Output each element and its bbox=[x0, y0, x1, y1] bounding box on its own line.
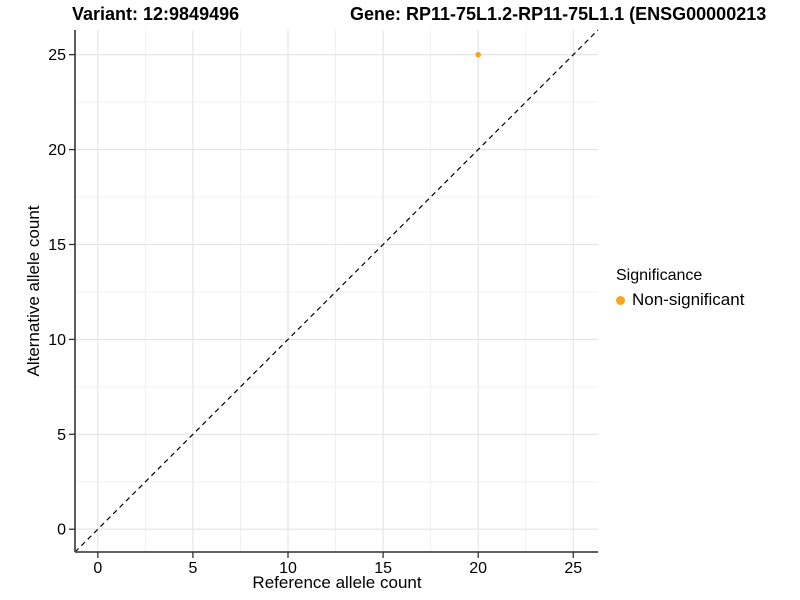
x-tick-label: 15 bbox=[374, 560, 392, 577]
y-tick-label: 20 bbox=[48, 142, 66, 159]
data-point bbox=[475, 51, 481, 58]
x-tick-label: 10 bbox=[279, 560, 297, 577]
y-tick-label: 10 bbox=[48, 332, 66, 349]
x-axis-title: Reference allele count bbox=[252, 573, 422, 592]
x-tick-label: 5 bbox=[188, 560, 197, 577]
legend-item-label: Non-significant bbox=[632, 290, 745, 309]
legend-item: Non-significant bbox=[616, 290, 744, 310]
x-tick-label: 20 bbox=[469, 560, 487, 577]
legend-title: Significance bbox=[616, 267, 703, 284]
y-tick-label: 0 bbox=[57, 522, 66, 539]
y-tick-label: 15 bbox=[48, 237, 66, 254]
x-tick-label: 25 bbox=[564, 560, 582, 577]
identity-line bbox=[74, 29, 599, 553]
legend-key-dot-icon bbox=[616, 295, 625, 305]
plot-title-variant: Variant: 12:9849496 bbox=[72, 4, 240, 24]
y-tick-label: 5 bbox=[57, 427, 66, 444]
legend: Significance Non-significant bbox=[616, 267, 744, 310]
x-tick-label: 0 bbox=[93, 560, 102, 577]
y-axis-title: Alternative allele count bbox=[24, 205, 43, 377]
y-tick-label: 25 bbox=[48, 47, 66, 64]
plot-title-gene: Gene: RP11-75L1.2-RP11-75L1.1 (ENSG00000… bbox=[350, 4, 767, 24]
